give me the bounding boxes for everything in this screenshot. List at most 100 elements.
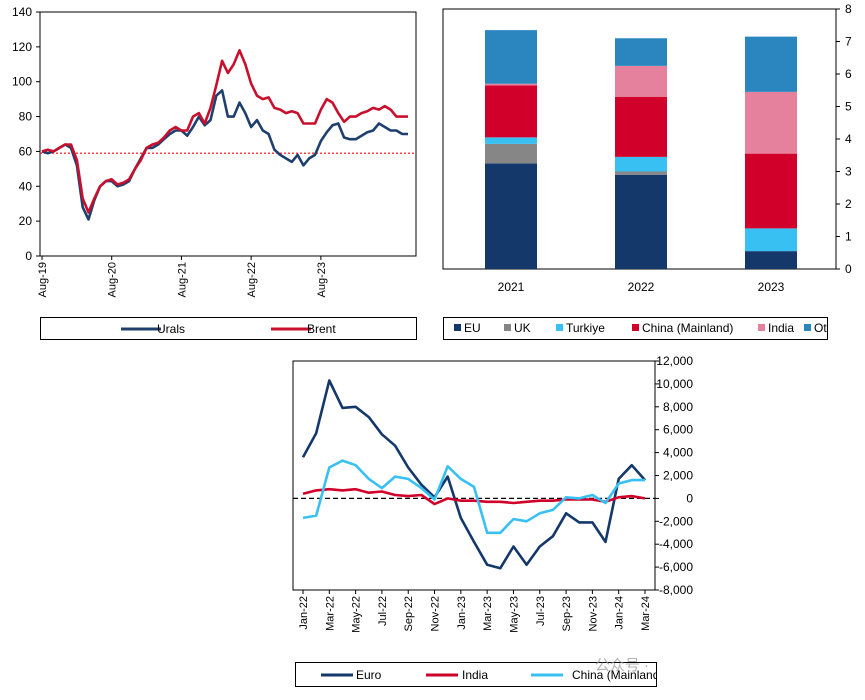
y-tick-label: 80 (19, 110, 33, 124)
y-tick-label: 10,000 (656, 377, 693, 391)
x-tick-label: 2023 (758, 280, 785, 294)
legend-stacked-destinations: EU UK Turkiye China (Mainland) India Other (443, 317, 844, 340)
x-tick-label: Aug-22 (246, 262, 258, 297)
y-tick-label: 8 (845, 2, 852, 16)
y-tick-label: 6 (845, 67, 852, 81)
legend-swatch-uk (504, 324, 511, 331)
y-tick-label: 120 (12, 40, 32, 54)
y-tick-label: 40 (19, 179, 33, 193)
legend-swatch-turkiye (556, 324, 563, 331)
y-tick-label: 4 (845, 132, 852, 146)
legend-oil-prices-svg: Urals Brent (121, 322, 336, 336)
legend-label-euro: Euro (356, 668, 382, 682)
bar-segment-eu-2021 (485, 163, 537, 269)
x-tick-label: Aug-20 (107, 262, 119, 297)
bar-segment-eu-2022 (615, 174, 667, 269)
series-line-china-mainland (302, 459, 645, 535)
watermark-text: 公众号 · (594, 657, 649, 674)
y-tick-label: 5 (845, 100, 852, 114)
y-tick-label: 2,000 (663, 469, 693, 483)
x-tick-label: Jul-23 (535, 596, 547, 626)
bar-segment-china-mainland-2023 (745, 153, 797, 229)
legend-stacked-destinations-svg: EU UK Turkiye China (Mainland) India Other (454, 321, 844, 335)
legend-label-china-mainland: China (Mainland) (572, 668, 656, 682)
y-tick-label: 0 (686, 491, 693, 505)
legend-swatch-eu (454, 324, 461, 331)
legend-label-uk: UK (514, 321, 531, 335)
x-tick-label: Aug-23 (316, 262, 328, 297)
y-tick-label: 0 (845, 262, 852, 276)
bar-segment-india-2022 (615, 65, 667, 97)
x-tick-label: May-22 (351, 596, 363, 633)
x-tick-label: Aug-19 (37, 262, 49, 297)
legend-swatch-china-mainland (632, 324, 639, 331)
bar-segment-other-2022 (615, 38, 667, 66)
legend-swatch-india (758, 324, 765, 331)
legend-label-turkiye: Turkiye (566, 321, 605, 335)
x-tick-label: Jan-23 (456, 596, 468, 630)
y-tick-label: 6,000 (663, 423, 693, 437)
x-tick-label: 2021 (498, 280, 525, 294)
bar-segment-china-mainland-2022 (615, 96, 667, 157)
y-tick-label: 12,000 (656, 354, 693, 368)
series-line-brent (41, 48, 408, 214)
y-tick-label: 4,000 (663, 446, 693, 460)
y-tick-label: 1 (845, 230, 852, 244)
y-tick-label: 3 (845, 165, 852, 179)
plot-area (292, 360, 656, 591)
legend-label-india: India (768, 321, 794, 335)
legend-label-other: Other (814, 321, 827, 335)
bar-segment-uk-2021 (485, 143, 537, 164)
bar-segment-china-mainland-2021 (485, 85, 537, 138)
legend-label-eu: EU (464, 321, 481, 335)
bar-segment-turkiye-2023 (745, 228, 797, 252)
x-tick-label: May-23 (508, 596, 520, 633)
bar-segment-other-2021 (485, 30, 537, 84)
legend-oil-prices: Urals Brent (40, 317, 417, 340)
y-tick-label: 140 (12, 5, 32, 19)
x-tick-label: Nov-23 (587, 596, 599, 631)
y-tick-label: 0 (25, 249, 32, 263)
y-tick-label: 2 (845, 197, 852, 211)
x-tick-label: Nov-22 (430, 596, 442, 631)
series-line-euro (301, 379, 646, 570)
legend-trade-balance-svg: Euro India China (Mainland) (321, 668, 663, 682)
y-tick-label: 100 (12, 75, 32, 89)
legend-trade-balance: Euro India China (Mainland) (295, 662, 663, 687)
x-tick-label: Aug-21 (176, 262, 188, 297)
legend-label-brent: Brent (307, 322, 336, 336)
y-tick-label: 60 (19, 144, 33, 158)
x-tick-label: Sep-23 (561, 596, 573, 631)
plot-area (39, 11, 417, 257)
x-tick-label: 2022 (628, 280, 655, 294)
legend-swatch-other (804, 324, 811, 331)
chart-oil-prices-svg: 0 20 40 60 80 100 120 140 Aug-19 Aug-20 Aug-21 Aug-… (12, 5, 417, 297)
legend-label-china-mainland: China (Mainland) (642, 321, 733, 335)
x-tick-label: Sep-22 (403, 596, 415, 631)
chart-stacked-destinations: 0 1 2 3 4 5 6 7 8 2021 2022 2023 (438, 0, 865, 345)
legend-label-urals: Urals (157, 322, 185, 336)
x-tick-label: Jan-22 (298, 596, 310, 630)
x-tick-label: Jul-22 (377, 596, 389, 626)
y-tick-label: 20 (19, 214, 33, 228)
chart-trade-balance: -8,000 -6,000 -4,000 -2,000 0 2,000 4,000 6,000… (280, 350, 720, 660)
y-tick-label: 8,000 (663, 400, 693, 414)
series-line-india (302, 487, 646, 506)
x-tick-label: Mar-22 (324, 596, 336, 631)
x-tick-label: Jan-24 (614, 596, 626, 630)
chart-oil-prices: 0 20 40 60 80 100 120 140 Aug-19 Aug-20 Aug-21 Aug-… (0, 0, 420, 345)
bar-segment-india-2021 (485, 83, 537, 86)
bar-segment-uk-2022 (615, 171, 667, 175)
y-tick-label: -6,000 (659, 560, 693, 574)
y-tick-label: -2,000 (659, 514, 693, 528)
chart-stacked-destinations-svg: 0 1 2 3 4 5 6 7 8 2021 2022 2023 (442, 2, 852, 294)
x-tick-label: Mar-23 (482, 596, 494, 631)
legend-label-india: India (462, 668, 488, 682)
bar-segment-other-2023 (745, 36, 797, 92)
bar-segment-india-2023 (745, 91, 797, 154)
y-tick-label: -4,000 (659, 537, 693, 551)
chart-trade-balance-svg: -8,000 -6,000 -4,000 -2,000 0 2,000 4,000 6,000… (292, 354, 693, 633)
y-tick-label: -8,000 (659, 583, 693, 597)
x-tick-label: Mar-24 (640, 596, 652, 631)
y-tick-label: 7 (845, 35, 852, 49)
